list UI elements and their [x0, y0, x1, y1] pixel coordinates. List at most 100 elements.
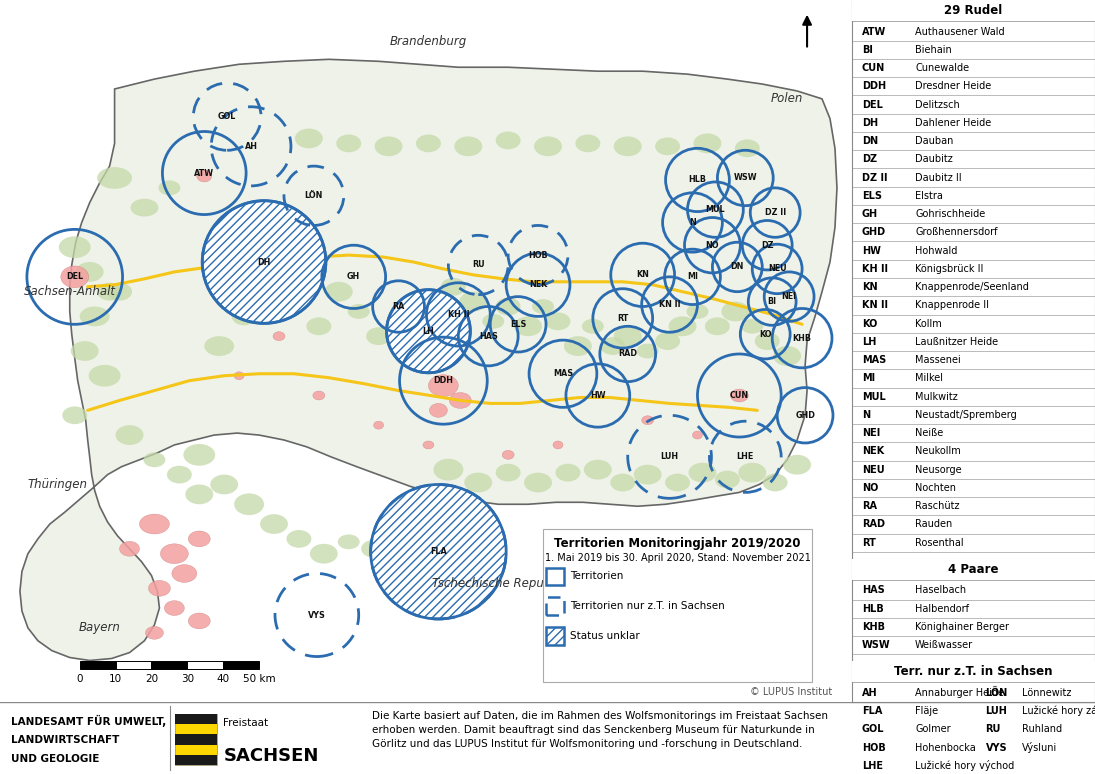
Ellipse shape	[689, 463, 716, 482]
Text: Lönnewitz: Lönnewitz	[1022, 688, 1071, 698]
Ellipse shape	[394, 341, 423, 361]
Text: NEU: NEU	[862, 464, 885, 474]
Text: KH II: KH II	[448, 310, 469, 319]
Text: Polen: Polen	[771, 92, 804, 105]
Text: ATW: ATW	[194, 169, 215, 177]
Bar	[187, 662, 223, 670]
Text: MI: MI	[687, 272, 698, 282]
Text: Neiße: Neiße	[915, 428, 944, 438]
Ellipse shape	[361, 539, 387, 557]
Ellipse shape	[80, 307, 110, 327]
Ellipse shape	[575, 135, 600, 152]
Text: Königsbrück II: Königsbrück II	[915, 264, 983, 274]
Text: Nochten: Nochten	[915, 483, 956, 493]
Text: SACHSEN: SACHSEN	[223, 747, 319, 765]
Circle shape	[203, 200, 326, 324]
Text: KN: KN	[862, 283, 877, 292]
Ellipse shape	[197, 170, 211, 182]
Ellipse shape	[464, 473, 493, 492]
Text: CUN: CUN	[729, 391, 749, 400]
Text: 10: 10	[110, 674, 123, 684]
Ellipse shape	[705, 317, 730, 335]
Text: 30: 30	[181, 674, 194, 684]
Ellipse shape	[374, 136, 403, 156]
Text: HOB: HOB	[862, 742, 886, 752]
Text: Hohenbocka: Hohenbocka	[915, 742, 976, 752]
Ellipse shape	[210, 474, 238, 495]
Ellipse shape	[149, 580, 171, 596]
Ellipse shape	[164, 601, 184, 615]
Text: Mulkwitz: Mulkwitz	[915, 392, 958, 402]
Text: Neustadt/Spremberg: Neustadt/Spremberg	[915, 410, 1017, 420]
Ellipse shape	[584, 460, 612, 480]
Text: LUH: LUH	[986, 706, 1007, 716]
Text: Laußnitzer Heide: Laußnitzer Heide	[915, 337, 999, 347]
Text: MI: MI	[862, 373, 875, 383]
Bar	[151, 662, 187, 670]
Text: VYS: VYS	[986, 742, 1007, 752]
Ellipse shape	[687, 304, 708, 319]
Circle shape	[370, 485, 506, 619]
Bar	[175, 714, 217, 724]
Text: Haselbach: Haselbach	[915, 585, 966, 595]
Text: Thüringen: Thüringen	[27, 478, 88, 491]
Text: HW: HW	[862, 245, 880, 255]
Text: MUL: MUL	[862, 392, 886, 402]
Ellipse shape	[139, 514, 170, 534]
Text: FLA: FLA	[862, 706, 881, 716]
Text: Gohrischheide: Gohrischheide	[915, 209, 986, 219]
Text: GHD: GHD	[795, 411, 815, 420]
Ellipse shape	[116, 425, 143, 445]
Text: Sachsen-Anhalt: Sachsen-Anhalt	[24, 285, 116, 298]
Text: DN: DN	[730, 262, 744, 272]
Text: N: N	[689, 218, 695, 227]
Text: LÖN: LÖN	[304, 191, 323, 200]
Text: DZ II: DZ II	[862, 173, 887, 183]
Text: Weißwasser: Weißwasser	[915, 640, 973, 650]
Text: 40: 40	[217, 674, 230, 684]
Text: 29 Rudel: 29 Rudel	[944, 4, 1003, 17]
Circle shape	[387, 289, 470, 373]
Text: Kollm: Kollm	[915, 319, 942, 329]
Bar	[546, 567, 564, 585]
Text: MUL: MUL	[705, 205, 725, 214]
Text: RT: RT	[862, 538, 876, 548]
Text: Freistaat: Freistaat	[223, 717, 268, 728]
Ellipse shape	[783, 455, 811, 474]
Text: NEU: NEU	[768, 265, 786, 273]
Ellipse shape	[188, 531, 210, 546]
Ellipse shape	[482, 314, 504, 329]
Text: AH: AH	[862, 688, 877, 698]
Ellipse shape	[741, 319, 763, 334]
Text: Fläje: Fläje	[915, 706, 938, 716]
Text: DZ: DZ	[761, 241, 773, 250]
Ellipse shape	[416, 135, 441, 152]
Text: Neusorge: Neusorge	[915, 464, 961, 474]
Ellipse shape	[610, 474, 635, 491]
Ellipse shape	[600, 337, 625, 355]
Ellipse shape	[773, 346, 802, 366]
Ellipse shape	[89, 365, 120, 386]
Text: Elstra: Elstra	[915, 191, 943, 201]
Ellipse shape	[532, 299, 554, 314]
Text: Brandenburg: Brandenburg	[390, 35, 468, 48]
Bar	[175, 714, 217, 765]
Text: BI: BI	[862, 45, 873, 55]
Text: Annaburger Heide: Annaburger Heide	[915, 688, 1004, 698]
Ellipse shape	[159, 180, 181, 195]
Text: NEK: NEK	[529, 280, 548, 289]
Text: DH: DH	[257, 258, 270, 266]
Text: Tschechische Republik: Tschechische Republik	[431, 577, 565, 590]
Text: KO: KO	[759, 330, 772, 339]
Ellipse shape	[283, 297, 304, 312]
Bar	[80, 662, 116, 670]
Text: Rosenthal: Rosenthal	[915, 538, 964, 548]
Text: Großhennersdorf: Großhennersdorf	[915, 228, 998, 238]
Text: HLB: HLB	[862, 604, 884, 614]
Text: N: N	[862, 410, 869, 420]
Text: Bayern: Bayern	[79, 622, 120, 635]
Bar	[852, 0, 1095, 21]
Text: LÖN: LÖN	[986, 688, 1007, 698]
Ellipse shape	[71, 341, 99, 361]
Text: LH: LH	[423, 327, 435, 336]
